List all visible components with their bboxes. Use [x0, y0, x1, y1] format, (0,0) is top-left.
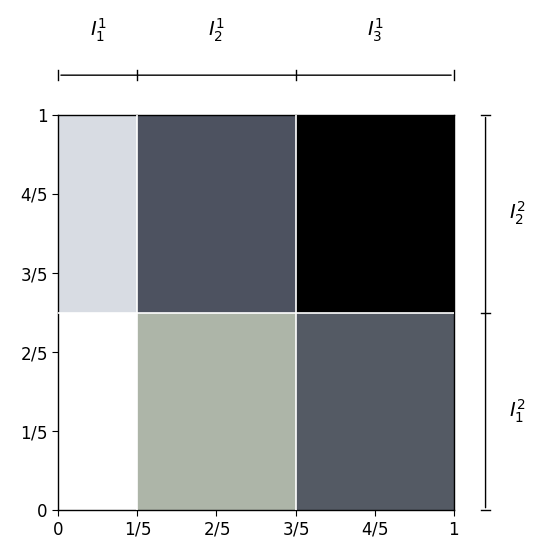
Text: $I_1^1$: $I_1^1$	[90, 16, 106, 43]
Bar	[58, 312, 138, 510]
Bar	[138, 312, 295, 510]
Text: $I_3^1$: $I_3^1$	[366, 16, 383, 43]
Text: $I_1^2$: $I_1^2$	[509, 398, 526, 425]
Bar	[295, 312, 454, 510]
Text: $I_2^2$: $I_2^2$	[509, 200, 526, 227]
Text: $I_2^1$: $I_2^1$	[208, 16, 225, 43]
Bar	[58, 115, 138, 312]
Bar	[295, 115, 454, 312]
Bar	[138, 115, 295, 312]
